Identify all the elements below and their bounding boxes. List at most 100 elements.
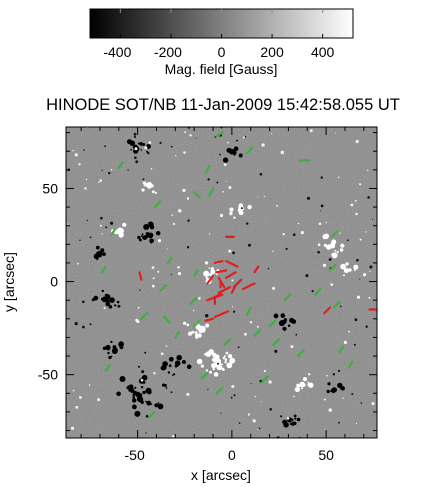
flux-patch bbox=[129, 140, 135, 146]
loop-segment bbox=[223, 338, 232, 346]
loop-segment bbox=[166, 256, 173, 265]
loop-segment bbox=[189, 297, 198, 306]
flux-patch bbox=[205, 314, 209, 318]
loop-segment bbox=[162, 315, 171, 324]
loop-segment bbox=[245, 146, 254, 155]
flux-patch bbox=[339, 248, 344, 252]
flux-patch bbox=[348, 330, 350, 333]
flux-patch bbox=[183, 151, 186, 154]
x-tick-label: -50 bbox=[125, 447, 145, 463]
flux-patch bbox=[213, 372, 219, 377]
flux-patch bbox=[294, 386, 300, 392]
flux-patch bbox=[309, 129, 313, 133]
loop-segment bbox=[200, 371, 209, 380]
flux-patch bbox=[372, 218, 373, 220]
flux-patch bbox=[345, 262, 349, 266]
flux-patch bbox=[157, 403, 164, 410]
flux-patch bbox=[296, 417, 301, 422]
loop-segment bbox=[174, 330, 181, 339]
flux-patch bbox=[196, 358, 203, 365]
flux-patch bbox=[71, 426, 75, 430]
flux-patch bbox=[333, 388, 337, 392]
flux-patch bbox=[260, 400, 262, 402]
flux-patch bbox=[247, 413, 250, 416]
loop-segment bbox=[245, 306, 252, 317]
flux-patch bbox=[276, 204, 278, 207]
flux-patch bbox=[141, 233, 144, 236]
flux-patch bbox=[100, 216, 103, 220]
flux-patch bbox=[145, 415, 149, 418]
flux-patch bbox=[308, 373, 311, 376]
loop-segment bbox=[313, 287, 322, 296]
flux-patch bbox=[367, 169, 369, 172]
flux-patch bbox=[233, 310, 236, 313]
flux-patch bbox=[211, 357, 217, 363]
flux-patch bbox=[132, 398, 137, 403]
flux-patch bbox=[229, 148, 235, 155]
flux-patch bbox=[148, 141, 152, 144]
flux-patch bbox=[287, 324, 291, 328]
flux-patch bbox=[282, 326, 287, 331]
flux-patch bbox=[151, 266, 155, 269]
flux-patch bbox=[222, 191, 224, 193]
flux-patch bbox=[214, 354, 220, 360]
flux-patch bbox=[306, 196, 311, 200]
flux-patch bbox=[129, 388, 135, 393]
flux-patch bbox=[147, 221, 154, 228]
flux-patch bbox=[318, 222, 322, 226]
loop-segment bbox=[338, 345, 345, 354]
flux-patch bbox=[248, 243, 251, 247]
flux-patch bbox=[256, 325, 259, 328]
flux-patch bbox=[149, 238, 154, 244]
flux-patch bbox=[144, 146, 148, 150]
flux-patch bbox=[142, 381, 146, 384]
flux-patch bbox=[103, 298, 107, 303]
flux-patch bbox=[356, 258, 359, 262]
flux-patch bbox=[157, 270, 160, 273]
flux-patch bbox=[110, 168, 113, 171]
flux-patch bbox=[79, 239, 81, 241]
flux-patch bbox=[151, 284, 155, 288]
flux-patch bbox=[229, 207, 234, 212]
loop-segment bbox=[225, 271, 237, 279]
y-tick-label: 50 bbox=[42, 180, 58, 196]
flux-patch bbox=[292, 233, 296, 236]
flux-patch bbox=[340, 263, 346, 270]
flux-patch bbox=[139, 142, 144, 146]
flux-patch bbox=[143, 224, 150, 230]
flux-patch bbox=[221, 363, 223, 366]
flux-patch bbox=[105, 344, 111, 351]
flux-patch bbox=[141, 370, 145, 374]
flux-patch bbox=[231, 385, 235, 388]
colorbar-tick-label: -400 bbox=[103, 44, 131, 60]
flux-patch bbox=[264, 195, 266, 197]
flux-patch bbox=[355, 422, 358, 425]
flux-patch bbox=[75, 405, 79, 409]
flux-patch bbox=[331, 388, 335, 392]
flux-patch bbox=[228, 249, 232, 253]
flux-patch bbox=[338, 421, 340, 424]
x-tick-label: 0 bbox=[228, 447, 236, 463]
flux-patch bbox=[143, 183, 147, 187]
flux-patch bbox=[267, 267, 270, 270]
flux-patch bbox=[101, 289, 105, 293]
loop-segment bbox=[153, 200, 162, 209]
flux-patch bbox=[117, 304, 121, 308]
flux-patch bbox=[296, 383, 300, 387]
flux-patch bbox=[286, 417, 290, 420]
flux-patch bbox=[216, 364, 223, 371]
flux-patch bbox=[173, 373, 176, 376]
flux-patch bbox=[280, 415, 283, 418]
flux-patch bbox=[359, 183, 362, 186]
flux-patch bbox=[339, 305, 342, 308]
flux-patch bbox=[172, 222, 175, 226]
flux-patch bbox=[280, 313, 286, 318]
loop-segment bbox=[215, 269, 228, 274]
loop-segment bbox=[159, 284, 167, 292]
flux-patch bbox=[224, 361, 227, 364]
flux-patch bbox=[236, 139, 238, 142]
flux-patch bbox=[110, 355, 113, 358]
flux-patch bbox=[328, 258, 332, 261]
flux-patch bbox=[101, 169, 103, 171]
flux-patch bbox=[112, 347, 118, 353]
